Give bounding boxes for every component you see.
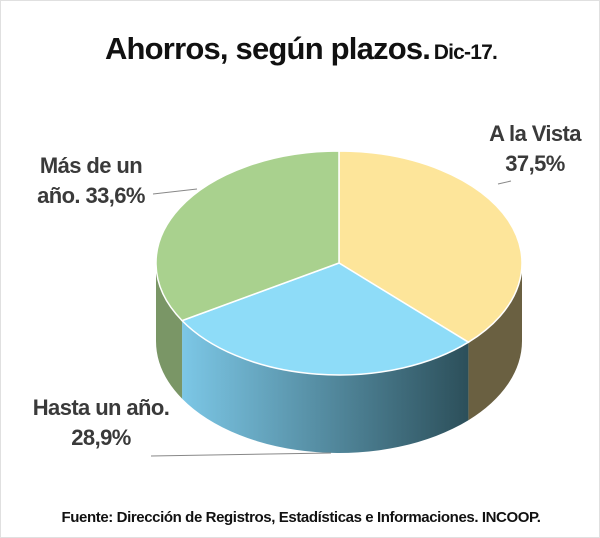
category-label: Más de un año. (37, 153, 143, 208)
data-label: A la Vista 37,5% (479, 119, 591, 179)
value-label: 37,5% (505, 151, 565, 176)
value-label: 28,9% (71, 425, 131, 450)
category-label: Hasta un año. (32, 395, 170, 420)
leader-line (152, 188, 198, 195)
value-label: 33,6% (85, 183, 145, 208)
subtitle: Dic-17. (433, 41, 498, 64)
chart-title: Ahorros, según plazos. Dic-17. (1, 31, 599, 67)
title-text: Ahorros, según plazos. (104, 31, 431, 66)
category-label: A la Vista (489, 121, 581, 146)
leader-line (150, 452, 332, 457)
pie-slice (338, 150, 523, 344)
slice-side (156, 263, 183, 399)
slice-side (468, 263, 522, 421)
pie-slice (180, 262, 470, 376)
slice-side (182, 320, 469, 453)
leader-line (497, 180, 512, 185)
data-label: Hasta un año. 28,9% (31, 393, 171, 453)
data-label: Más de un año. 33,6% (17, 151, 165, 211)
source-note: Fuente: Dirección de Registros, Estadíst… (61, 509, 541, 526)
pie-slice (155, 150, 340, 322)
